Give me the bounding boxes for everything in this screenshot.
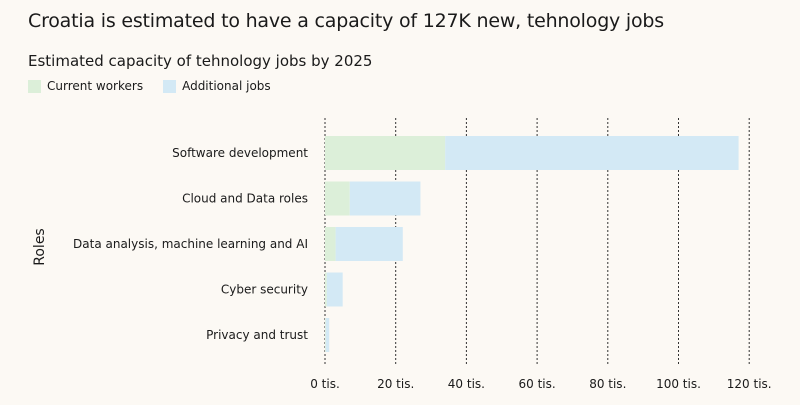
bar-current-0: [325, 136, 446, 170]
legend-swatch-additional-jobs: [163, 79, 177, 93]
legend-label-additional-jobs: Additional jobs: [182, 79, 271, 93]
legend-label-current-workers: Current workers: [47, 79, 144, 93]
x-tick-label-5: 100 tis.: [656, 377, 701, 391]
bar-current-4: [325, 318, 326, 352]
y-axis-title: Roles: [32, 228, 48, 265]
x-tick-label-4: 80 tis.: [589, 377, 626, 391]
category-label-0: Software development: [172, 146, 308, 160]
x-tick-label-3: 60 tis.: [518, 377, 555, 391]
bar-additional-1: [349, 181, 421, 216]
bar-current-2: [325, 227, 336, 261]
bar-additional-4: [325, 318, 330, 352]
category-label-1: Cloud and Data roles: [182, 192, 308, 206]
bar-additional-3: [326, 272, 343, 307]
x-tick-label-0: 0 tis.: [310, 377, 340, 391]
bar-current-1: [325, 181, 350, 216]
legend-item-additional-jobs: Additional jobs: [163, 79, 271, 93]
chart-headline: Croatia is estimated to have a capacity …: [28, 10, 664, 32]
chart-title: Estimated capacity of tehnology jobs by …: [28, 52, 373, 70]
bar-additional-0: [445, 136, 739, 170]
bar-current-3: [325, 272, 327, 307]
category-label-2: Data analysis, machine learning and AI: [73, 237, 308, 251]
legend-item-current-workers: Current workers: [28, 79, 143, 93]
category-label-4: Privacy and trust: [206, 328, 308, 342]
x-tick-label-1: 20 tis.: [377, 377, 414, 391]
bar-additional-2: [335, 227, 403, 261]
x-tick-label-6: 120 tis.: [727, 377, 772, 391]
category-label-3: Cyber security: [221, 283, 308, 297]
x-tick-label-2: 40 tis.: [448, 377, 485, 391]
legend-swatch-current-workers: [28, 79, 41, 93]
chart-legend: Current workers Additional jobs: [28, 79, 291, 93]
